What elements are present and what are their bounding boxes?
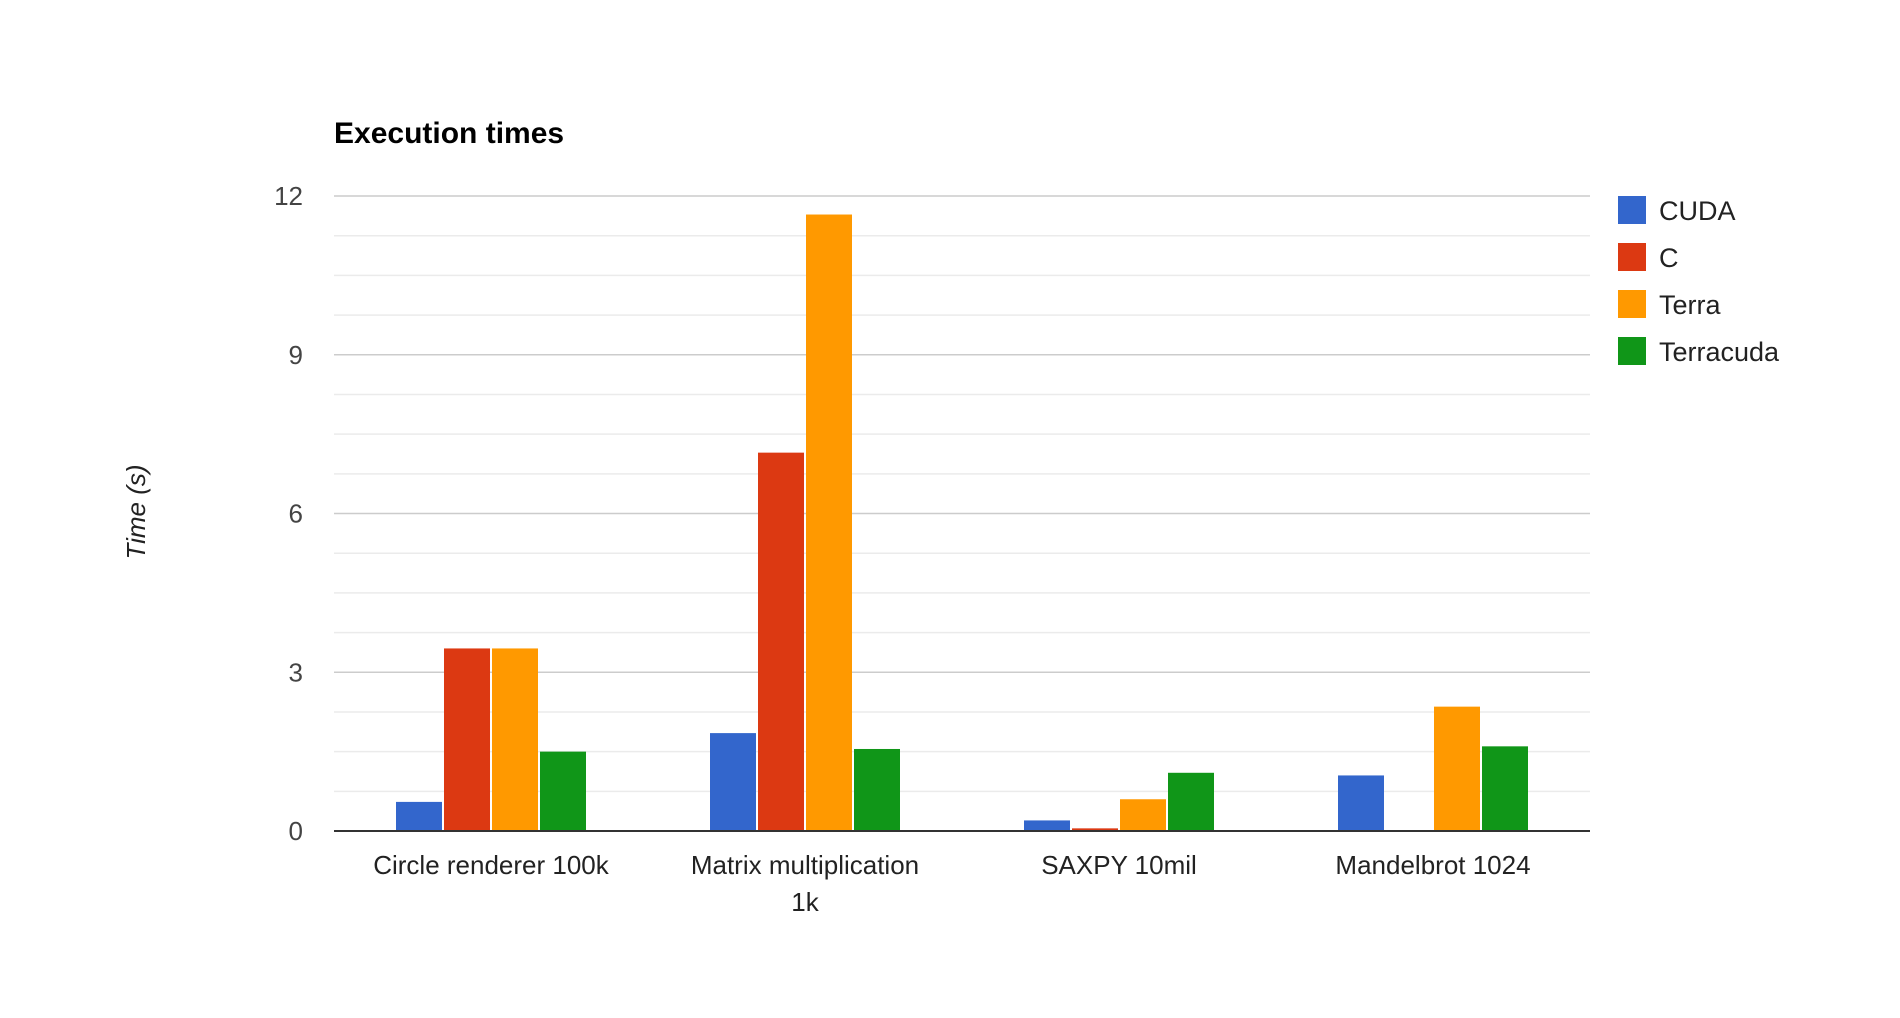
bar-c-1 (444, 648, 490, 831)
legend-swatch-cuda (1618, 196, 1646, 224)
legend-label-terracuda: Terracuda (1659, 337, 1780, 367)
bar-terra-4 (1434, 706, 1480, 831)
bar-terra-2 (806, 214, 852, 832)
legend-swatch-c (1618, 243, 1646, 271)
bar-terracuda-1 (540, 751, 586, 831)
bar-cuda-4 (1338, 775, 1384, 831)
x-category-label: Circle renderer 100k (373, 850, 610, 880)
bar-terra-3 (1120, 799, 1166, 831)
y-tick-label: 0 (289, 816, 303, 846)
y-tick-label: 3 (289, 657, 303, 687)
legend-swatch-terra (1618, 290, 1646, 318)
gridlines (334, 195, 1590, 793)
bar-terracuda-4 (1482, 746, 1528, 831)
bars (396, 214, 1528, 832)
bar-c-3 (1072, 828, 1118, 831)
y-axis-ticks: 0 3 6 9 12 (274, 181, 303, 846)
legend-swatch-terracuda (1618, 337, 1646, 365)
y-tick-label: 9 (289, 340, 303, 370)
chart-title: Execution times (334, 117, 564, 150)
legend: CUDA C Terra Terracuda (1618, 196, 1780, 367)
x-category-label: Matrix multiplication (691, 850, 919, 880)
x-axis-categories: Circle renderer 100k Matrix multiplicatio… (373, 850, 1530, 917)
legend-label-cuda: CUDA (1659, 196, 1736, 226)
bar-terracuda-2 (854, 748, 900, 831)
y-tick-label: 6 (289, 499, 303, 529)
bar-cuda-2 (710, 733, 756, 831)
x-category-label: Mandelbrot 1024 (1335, 850, 1530, 880)
legend-label-terra: Terra (1659, 290, 1721, 320)
y-tick-label: 12 (274, 181, 303, 211)
bar-terracuda-3 (1168, 772, 1214, 831)
legend-label-c: C (1659, 243, 1679, 273)
x-category-label: 1k (791, 887, 819, 917)
bar-cuda-3 (1024, 820, 1070, 831)
y-axis-title: Time (s) (121, 464, 151, 559)
x-category-label: SAXPY 10mil (1041, 850, 1197, 880)
bar-c-2 (758, 452, 804, 831)
bar-terra-1 (492, 648, 538, 831)
bar-cuda-1 (396, 801, 442, 831)
